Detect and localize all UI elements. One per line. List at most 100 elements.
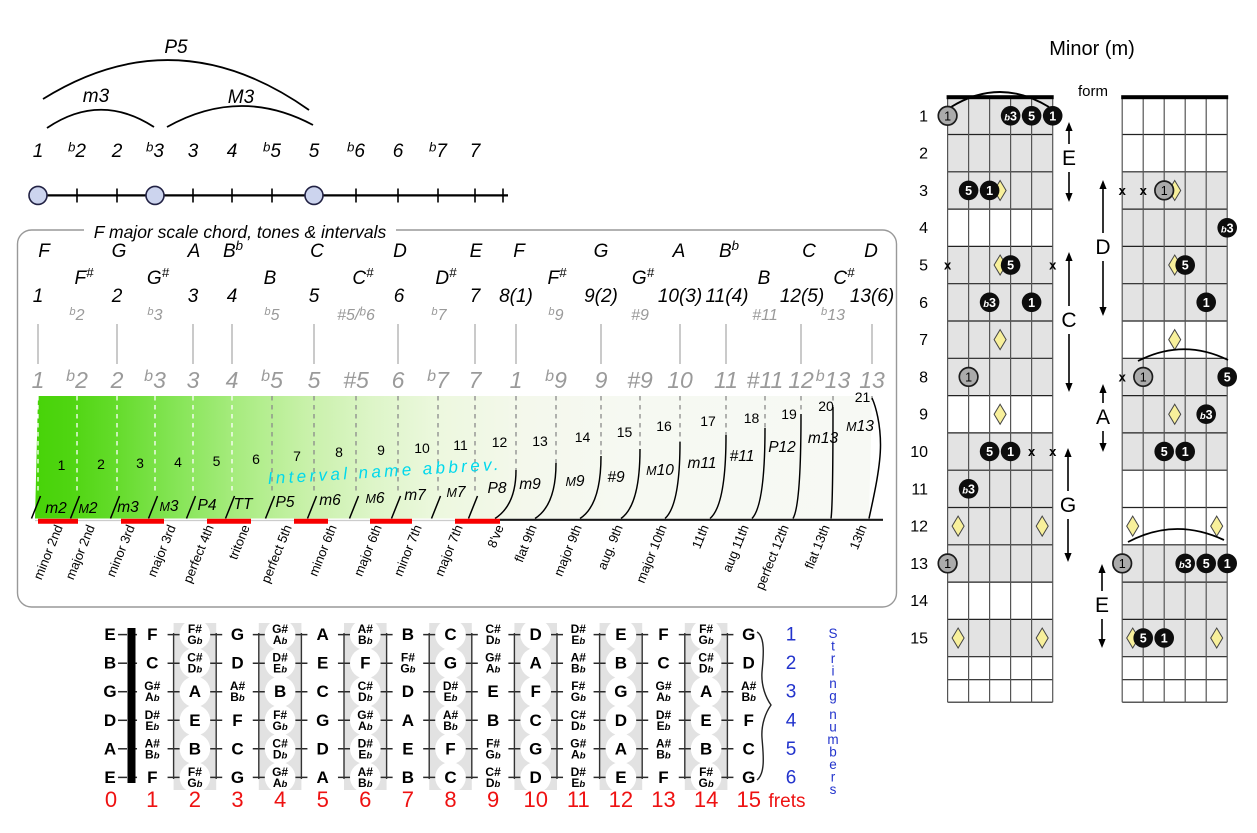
svg-text:b2: b2 — [69, 306, 84, 324]
svg-text:#5: #5 — [343, 367, 369, 393]
svg-text:b3: b3 — [147, 306, 162, 324]
svg-text:5: 5 — [1224, 370, 1231, 384]
svg-text:Eb: Eb — [444, 690, 458, 704]
svg-text:12(5): 12(5) — [780, 286, 824, 307]
svg-text:B: B — [189, 739, 201, 758]
svg-text:major 6th: major 6th — [351, 523, 385, 579]
svg-text:13(6): 13(6) — [850, 286, 894, 307]
svg-text:r: r — [831, 651, 836, 666]
svg-text:9: 9 — [377, 442, 385, 458]
svg-text:E: E — [189, 711, 200, 730]
svg-text:3: 3 — [231, 787, 243, 812]
svg-text:E: E — [104, 768, 115, 787]
svg-text:2: 2 — [110, 367, 124, 393]
svg-text:flat 13th: flat 13th — [802, 523, 833, 572]
svg-text:A#: A# — [656, 736, 672, 750]
svg-text:1: 1 — [786, 625, 797, 646]
svg-text:G: G — [594, 241, 609, 262]
svg-text:F#: F# — [571, 679, 585, 693]
svg-text:10: 10 — [910, 444, 928, 461]
svg-text:major 3rd: major 3rd — [144, 523, 178, 580]
svg-text:7: 7 — [469, 367, 483, 393]
svg-text:1: 1 — [965, 370, 972, 384]
svg-text:E: E — [470, 241, 483, 262]
svg-text:13: 13 — [532, 433, 548, 449]
svg-text:5: 5 — [1007, 259, 1014, 273]
svg-text:6: 6 — [252, 451, 260, 467]
svg-text:18: 18 — [744, 410, 760, 426]
svg-text:b7: b7 — [431, 306, 447, 324]
svg-text:e: e — [829, 757, 837, 772]
svg-text:C#: C# — [272, 736, 288, 750]
svg-text:10: 10 — [523, 787, 547, 812]
svg-text:b6: b6 — [347, 139, 365, 162]
svg-text:A#: A# — [358, 622, 374, 636]
svg-text:7: 7 — [293, 448, 301, 464]
svg-text:A#: A# — [741, 679, 757, 693]
svg-text:E: E — [1095, 594, 1109, 617]
svg-text:C: C — [231, 739, 243, 758]
svg-text:10: 10 — [414, 440, 430, 456]
svg-text:9: 9 — [487, 787, 499, 812]
svg-text:m11: m11 — [687, 455, 716, 472]
svg-text:Bb: Bb — [358, 776, 373, 790]
svg-text:E: E — [615, 625, 626, 644]
svg-text:C#: C# — [187, 651, 203, 665]
svg-text:major 9th: major 9th — [551, 523, 585, 579]
svg-text:Db: Db — [699, 662, 714, 676]
svg-text:13: 13 — [859, 367, 885, 393]
svg-text:21: 21 — [855, 389, 871, 405]
svg-text:D: D — [530, 625, 542, 644]
svg-text:G: G — [614, 682, 627, 701]
svg-text:F: F — [744, 711, 754, 730]
svg-text:A#: A# — [230, 679, 246, 693]
svg-text:M9: M9 — [565, 473, 584, 490]
svg-text:#11: #11 — [752, 307, 778, 324]
svg-text:C: C — [743, 739, 755, 758]
svg-text:1: 1 — [944, 109, 951, 123]
svg-text:D: D — [1095, 236, 1110, 259]
svg-text:#9: #9 — [631, 307, 649, 324]
svg-text:Db: Db — [486, 776, 501, 790]
svg-text:flat 9th: flat 9th — [511, 523, 540, 565]
svg-text:G: G — [529, 739, 542, 758]
svg-text:9: 9 — [919, 407, 928, 424]
svg-text:G: G — [444, 654, 457, 673]
svg-text:b7: b7 — [429, 139, 448, 162]
svg-text:b3: b3 — [146, 139, 164, 162]
svg-text:C#: C# — [698, 651, 714, 665]
svg-text:F: F — [147, 625, 157, 644]
svg-text:minor 6th: minor 6th — [306, 523, 340, 579]
svg-text:b7: b7 — [427, 367, 450, 393]
svg-text:perfect 4th: perfect 4th — [180, 523, 217, 586]
svg-text:F: F — [658, 768, 668, 787]
svg-text:F: F — [360, 654, 370, 673]
svg-text:4: 4 — [786, 710, 797, 731]
svg-text:Eb: Eb — [145, 719, 159, 733]
svg-text:Gb: Gb — [400, 662, 415, 676]
svg-text:Ab: Ab — [571, 747, 586, 761]
svg-text:G: G — [112, 241, 127, 262]
svg-text:D#: D# — [145, 708, 161, 722]
svg-text:1: 1 — [146, 787, 158, 812]
svg-text:9: 9 — [595, 367, 608, 393]
svg-text:G: G — [231, 768, 244, 787]
svg-text:Bb: Bb — [719, 238, 739, 262]
svg-text:6: 6 — [919, 295, 928, 312]
svg-text:Ab: Ab — [273, 776, 288, 790]
svg-text:D: D — [743, 654, 755, 673]
svg-text:5: 5 — [1140, 632, 1147, 646]
svg-text:#11: #11 — [730, 448, 755, 465]
svg-text:b3: b3 — [1221, 221, 1234, 235]
svg-text:b5: b5 — [261, 367, 283, 393]
svg-text:F: F — [232, 711, 242, 730]
svg-text:C: C — [310, 241, 324, 262]
svg-text:11th: 11th — [689, 523, 712, 551]
svg-text:Bb: Bb — [145, 747, 160, 761]
svg-text:frets: frets — [769, 791, 806, 812]
svg-text:s: s — [830, 782, 837, 797]
svg-text:5: 5 — [308, 367, 321, 393]
svg-text:F#: F# — [273, 708, 287, 722]
svg-text:3: 3 — [188, 141, 199, 162]
svg-text:A#: A# — [443, 708, 459, 722]
